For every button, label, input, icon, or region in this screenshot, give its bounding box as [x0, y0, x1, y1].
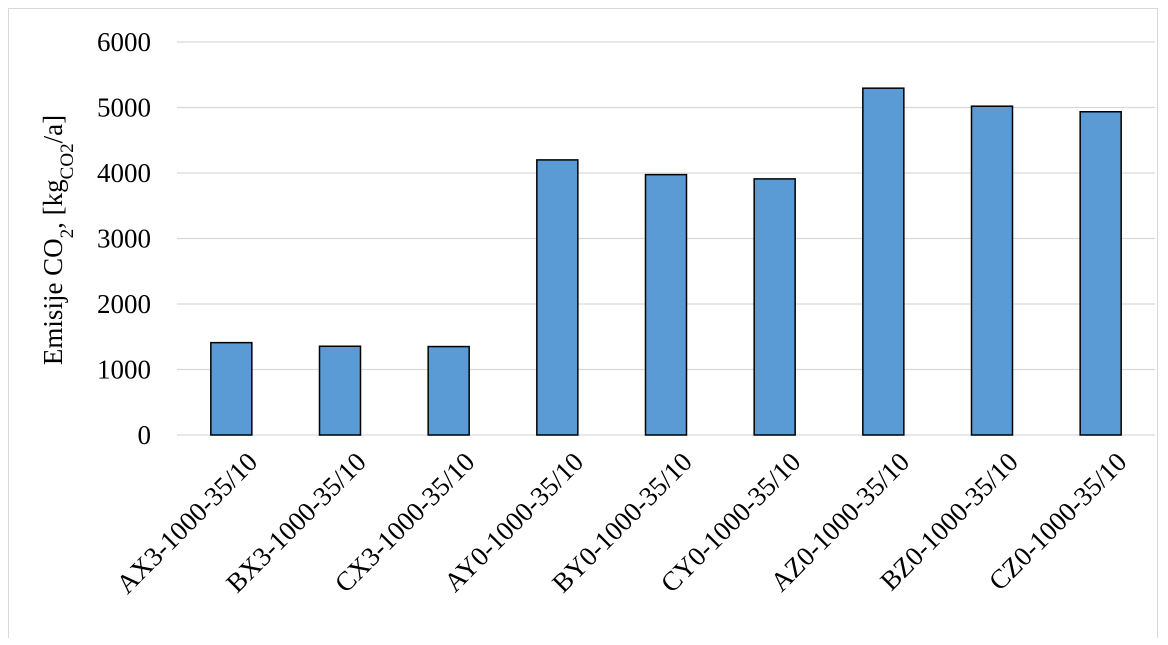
y-tick-label: 1000: [97, 355, 151, 385]
y-axis-title-prefix: Emisije CO: [38, 238, 68, 365]
y-axis-title-sub2: CO2: [57, 143, 78, 179]
y-tick-label: 3000: [97, 224, 151, 254]
bar: [970, 105, 1014, 436]
bar: [210, 341, 253, 436]
chart-frame: [8, 8, 1158, 638]
y-tick-label: 4000: [97, 158, 151, 188]
y-axis-ticks: 0 1000 2000 3000 4000 5000 6000: [97, 27, 151, 450]
bar: [427, 345, 470, 436]
y-tick-label: 0: [138, 420, 152, 450]
y-tick-label: 5000: [97, 93, 151, 123]
bar: [1079, 111, 1122, 436]
bar: [644, 173, 688, 436]
y-axis-title-sub1: 2: [57, 229, 78, 239]
x-axis-ticks: AX3-1000-35/10BX3-1000-35/10CX3-1000-35/…: [110, 447, 1132, 600]
y-tick-label: 6000: [97, 27, 151, 57]
y-tick-label: 2000: [97, 289, 151, 319]
bar: [862, 87, 905, 436]
y-axis-title: Emisije CO2, [kgCO2/a]: [38, 115, 78, 365]
y-axis-title-mid: , [kg: [38, 179, 68, 229]
bar: [318, 345, 362, 436]
bar: [753, 178, 796, 436]
bars: [210, 87, 1122, 436]
y-axis-title-suffix: /a]: [38, 115, 68, 143]
bar: [536, 159, 579, 436]
